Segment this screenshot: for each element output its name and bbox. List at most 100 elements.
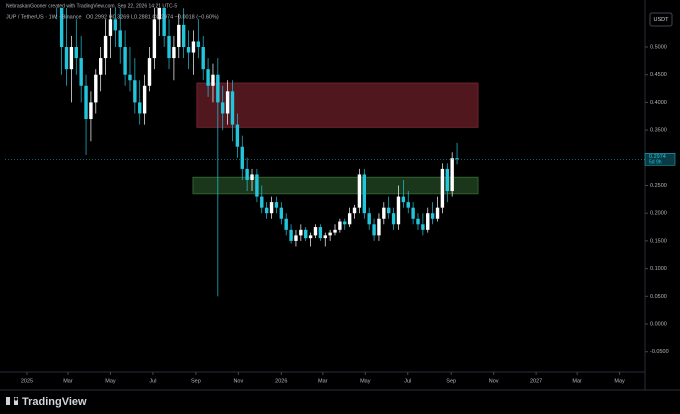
candle-body xyxy=(450,158,454,192)
x-tick-label: May xyxy=(360,378,371,384)
candle-body xyxy=(333,229,337,233)
attribution: NebraskanGooner created with TradingView… xyxy=(6,3,177,9)
candle-body xyxy=(343,221,347,225)
x-tick-label: Nov xyxy=(233,378,243,384)
candle-body xyxy=(74,47,78,59)
candle-body xyxy=(162,8,166,36)
candle-body xyxy=(98,58,103,75)
y-tick-label: 0.0000 xyxy=(650,321,667,327)
candle-body xyxy=(396,196,401,225)
candle-body xyxy=(79,58,83,86)
last-price-label: 0.2974 xyxy=(649,154,666,160)
currency-button[interactable] xyxy=(649,12,673,27)
candle-body xyxy=(196,41,201,48)
candle-body xyxy=(269,202,274,214)
chart-title: JUP / TetherUS · 1W · Binance xyxy=(6,14,82,20)
x-tick-label: Mar xyxy=(63,378,73,384)
candle-body xyxy=(186,47,191,53)
candle-body xyxy=(216,74,220,103)
x-tick-label: Sep xyxy=(446,378,456,384)
candle-body xyxy=(142,85,147,114)
y-tick-label: 0.4500 xyxy=(650,72,667,78)
candle-body xyxy=(357,174,362,208)
zone xyxy=(192,176,479,195)
candle-body xyxy=(440,168,445,208)
candle-body xyxy=(147,58,152,86)
zone xyxy=(196,82,479,128)
x-tick-label: Jul xyxy=(149,378,156,384)
candle-body xyxy=(308,235,313,239)
candle-body xyxy=(430,213,435,219)
candle-body xyxy=(352,207,357,214)
candle-body xyxy=(299,229,303,236)
candle-body xyxy=(304,229,308,239)
candle-body xyxy=(245,168,249,180)
candle-body xyxy=(426,213,430,230)
candle-body xyxy=(113,19,118,31)
candle-body xyxy=(435,207,440,219)
candle-body xyxy=(455,158,459,160)
x-tick-label: Mar xyxy=(572,378,582,384)
y-tick-label: 0.4000 xyxy=(650,100,667,106)
candle-body xyxy=(123,47,127,75)
candle-body xyxy=(391,213,396,225)
candle-body xyxy=(201,47,205,70)
plot-area xyxy=(56,8,479,297)
candle-body xyxy=(260,196,264,208)
candle-body xyxy=(328,232,332,236)
candle-body xyxy=(313,227,318,236)
candle-body xyxy=(157,8,161,20)
candle-body xyxy=(421,224,425,230)
y-tick-label: 0.0500 xyxy=(650,294,667,300)
candle-body xyxy=(406,202,410,208)
brand-logo xyxy=(6,397,18,408)
candle-body xyxy=(255,174,259,197)
candle-body xyxy=(167,35,171,59)
x-tick-label: May xyxy=(105,378,116,384)
candle-body xyxy=(225,91,230,114)
candle-body xyxy=(221,102,225,114)
x-tick-label: 2025 xyxy=(21,378,33,384)
candle-body xyxy=(172,47,176,59)
candle-body xyxy=(152,19,157,59)
candle-body xyxy=(69,47,74,70)
candle-body xyxy=(235,124,240,147)
candle-body xyxy=(445,168,449,192)
last-price-tag xyxy=(644,153,676,166)
x-tick-label: Jul xyxy=(404,378,411,384)
candle-body xyxy=(387,207,391,214)
x-tick-label: Sep xyxy=(191,378,201,384)
candle-body xyxy=(323,235,327,239)
candle-body xyxy=(416,218,420,225)
x-tick-label: Mar xyxy=(318,378,328,384)
candle-body xyxy=(362,174,366,214)
candle-body xyxy=(64,47,69,70)
candle-body xyxy=(138,102,142,114)
x-tick-label: 2026 xyxy=(275,378,287,384)
candle-body xyxy=(103,35,108,59)
candle-body xyxy=(367,213,371,225)
candle-body xyxy=(264,207,269,214)
candle-body xyxy=(318,227,323,239)
candle-body xyxy=(279,207,284,219)
candle-body xyxy=(211,74,215,86)
candle-body xyxy=(289,229,293,241)
candle-body xyxy=(84,85,88,120)
candle-body xyxy=(89,102,93,120)
countdown-label: 5d 9h xyxy=(649,160,662,166)
candle-body xyxy=(377,218,381,236)
candle-body xyxy=(347,213,352,225)
currency-label[interactable]: USDT xyxy=(654,17,670,23)
candle-body xyxy=(206,69,210,86)
ohlc-legend: O0.2992 H0.3269 L0.2881 C0.2974 −0.0018 … xyxy=(86,14,219,20)
y-tick-label: -0.0500 xyxy=(650,349,669,355)
candle-body xyxy=(240,146,244,169)
candle-body xyxy=(411,207,415,219)
y-tick-label: 0.1500 xyxy=(650,238,667,244)
candle-body xyxy=(128,74,132,81)
candle-body xyxy=(338,221,342,230)
y-tick-label: 0.2500 xyxy=(650,183,667,189)
